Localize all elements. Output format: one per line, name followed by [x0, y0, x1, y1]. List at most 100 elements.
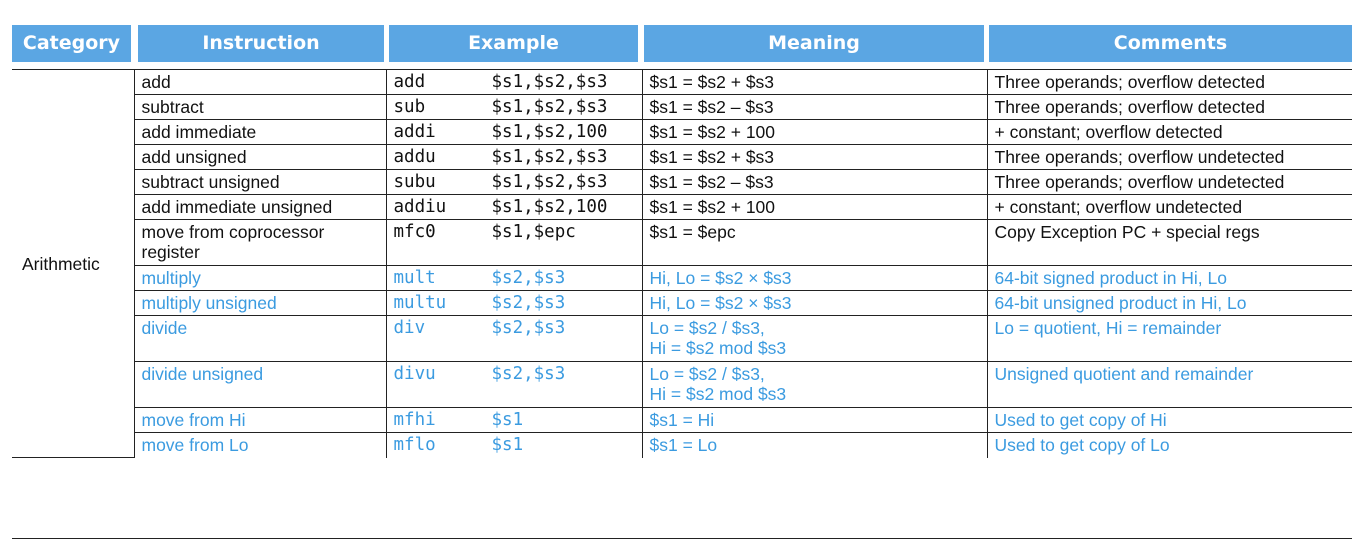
table-row: subtract unsigned subu $s1,$s2,$s3 $s1 = $s…	[12, 169, 1352, 195]
example-opcode: addiu	[393, 197, 447, 217]
example-opcode: multu	[393, 293, 447, 313]
example-operands: $s1,$s2,100	[491, 197, 608, 217]
instruction-cell: divide	[133, 315, 386, 362]
example-cell: addu $s1,$s2,$s3	[385, 144, 642, 170]
meaning-line: $s1 = $s2 – $s3	[649, 97, 774, 117]
example-opcode: addi	[393, 122, 436, 142]
table-row: Arithmetic add add $s1,$s2,$s3 $s1 = $s2 + $…	[12, 69, 1352, 458]
comment-cell: Copy Exception PC + special regs	[986, 219, 1352, 266]
meaning-line: $s1 = $s2 + $s3	[649, 72, 775, 92]
meaning-line: $s1 = $s2 + 100	[649, 197, 776, 217]
header-category: Category	[12, 25, 131, 62]
example-opcode: mult	[393, 268, 436, 288]
meaning-cell: $s1 = $s2 – $s3	[641, 94, 987, 120]
meaning-cell: $s1 = $s2 – $s3	[641, 169, 987, 195]
example-cell: mfhi $s1	[385, 407, 642, 433]
meaning-cell: $s1 = $s2 + 100	[641, 119, 987, 145]
header-comments: Comments	[989, 25, 1352, 62]
example-opcode: add	[393, 72, 426, 92]
bottom-rule	[12, 538, 1352, 539]
instruction-cell: multiply unsigned	[133, 290, 386, 316]
header-example: Example	[389, 25, 638, 62]
example-cell: div $s2,$s3	[385, 315, 642, 362]
example-opcode: mflo	[393, 435, 436, 455]
example-operands: $s1,$s2,100	[491, 122, 608, 142]
instruction-cell: divide unsigned	[133, 361, 386, 408]
comment-cell: Used to get copy of Lo	[986, 432, 1352, 458]
instruction-table-body: Arithmetic add add $s1,$s2,$s3 $s1 = $s2 + $…	[12, 69, 1352, 458]
example-operands: $s1,$s2,$s3	[491, 172, 608, 192]
comment-cell: 64-bit unsigned product in Hi, Lo	[986, 290, 1352, 316]
table-row: add immediate addi $s1,$s2,100 $s1 = $s2 + …	[12, 119, 1352, 145]
header-instruction: Instruction	[138, 25, 384, 62]
meaning-line: $s1 = $epc	[649, 222, 736, 242]
table-row: move from Hi mfhi $s1 $s1 = Hi Used to get c…	[12, 407, 1352, 433]
meaning-line: Hi = $s2 mod $s3	[649, 384, 787, 404]
comment-cell: Lo = quotient, Hi = remainder	[986, 315, 1352, 362]
example-cell: mflo $s1	[385, 432, 642, 458]
meaning-line: $s1 = $s2 + $s3	[649, 147, 775, 167]
meaning-cell: $s1 = $s2 + 100	[641, 194, 987, 220]
meaning-line: Hi, Lo = $s2 × $s3	[649, 268, 792, 288]
comment-cell: + constant; overflow undetected	[986, 194, 1352, 220]
category-cell: Arithmetic	[12, 69, 134, 458]
comment-cell: Unsigned quotient and remainder	[986, 361, 1352, 408]
meaning-line: $s1 = Lo	[649, 435, 718, 455]
comment-cell: Used to get copy of Hi	[986, 407, 1352, 433]
instruction-table: Arithmetic add add $s1,$s2,$s3 $s1 = $s2 + $…	[12, 69, 1352, 458]
example-operands: $s1,$s2,$s3	[491, 72, 608, 92]
example-cell: divu $s2,$s3	[385, 361, 642, 408]
example-opcode: mfhi	[393, 410, 436, 430]
example-cell: addi $s1,$s2,100	[385, 119, 642, 145]
example-operands: $s2,$s3	[491, 318, 566, 338]
instruction-cell: move from coprocessor register	[133, 219, 386, 266]
example-operands: $s2,$s3	[491, 293, 566, 313]
meaning-cell: $s1 = $s2 + $s3	[641, 144, 987, 170]
comment-cell: Three operands; overflow detected	[986, 94, 1352, 120]
meaning-line: $s1 = Hi	[649, 410, 715, 430]
example-cell: add $s1,$s2,$s3	[385, 69, 642, 95]
comment-cell: Three operands; overflow detected	[986, 69, 1352, 95]
meaning-cell: $s1 = Hi	[641, 407, 987, 433]
example-opcode: mfc0	[393, 222, 436, 242]
example-cell: subu $s1,$s2,$s3	[385, 169, 642, 195]
table-row: multiply unsigned multu $s2,$s3 Hi, Lo = $s…	[12, 290, 1352, 316]
instruction-cell: add unsigned	[133, 144, 386, 170]
meaning-cell: Hi, Lo = $s2 × $s3	[641, 265, 987, 291]
example-cell: sub $s1,$s2,$s3	[385, 94, 642, 120]
meaning-cell: $s1 = Lo	[641, 432, 987, 458]
comment-cell: Three operands; overflow undetected	[986, 169, 1352, 195]
example-opcode: div	[393, 318, 426, 338]
comment-cell: 64-bit signed product in Hi, Lo	[986, 265, 1352, 291]
meaning-cell: Lo = $s2 / $s3, Hi = $s2 mod $s3	[641, 315, 987, 362]
example-cell: addiu $s1,$s2,100	[385, 194, 642, 220]
instruction-cell: subtract unsigned	[133, 169, 386, 195]
meaning-line: $s1 = $s2 + 100	[649, 122, 776, 142]
example-cell: mult $s2,$s3	[385, 265, 642, 291]
table-row: divide div $s2,$s3 Lo = $s2 / $s3, Hi = $s2 …	[12, 315, 1352, 362]
example-cell: mfc0 $s1,$epc	[385, 219, 642, 266]
meaning-cell: Hi, Lo = $s2 × $s3	[641, 290, 987, 316]
example-operands: $s1,$s2,$s3	[491, 147, 608, 167]
example-operands: $s2,$s3	[491, 364, 566, 384]
instruction-cell: multiply	[133, 265, 386, 291]
meaning-line: Lo = $s2 / $s3,	[649, 318, 765, 338]
table-row: add immediate unsigned addiu $s1,$s2,100 $s…	[12, 194, 1352, 220]
example-opcode: sub	[393, 97, 426, 117]
example-opcode: subu	[393, 172, 436, 192]
table-row: divide unsigned divu $s2,$s3 Lo = $s2 / $s3…	[12, 361, 1352, 408]
example-operands: $s1,$epc	[491, 222, 576, 242]
example-opcode: divu	[393, 364, 436, 384]
example-opcode: addu	[393, 147, 436, 167]
example-operands: $s1,$s2,$s3	[491, 97, 608, 117]
instruction-cell: add	[133, 69, 386, 95]
example-operands: $s1	[491, 435, 524, 455]
table-row: move from Lo mflo $s1 $s1 = Lo Used to get c…	[12, 432, 1352, 458]
comment-cell: Three operands; overflow undetected	[986, 144, 1352, 170]
instruction-cell: move from Lo	[133, 432, 386, 458]
table-row: add unsigned addu $s1,$s2,$s3 $s1 = $s2 + $…	[12, 144, 1352, 170]
meaning-line: $s1 = $s2 – $s3	[649, 172, 774, 192]
meaning-line: Hi, Lo = $s2 × $s3	[649, 293, 792, 313]
meaning-line: Lo = $s2 / $s3,	[649, 364, 765, 384]
instruction-cell: add immediate	[133, 119, 386, 145]
